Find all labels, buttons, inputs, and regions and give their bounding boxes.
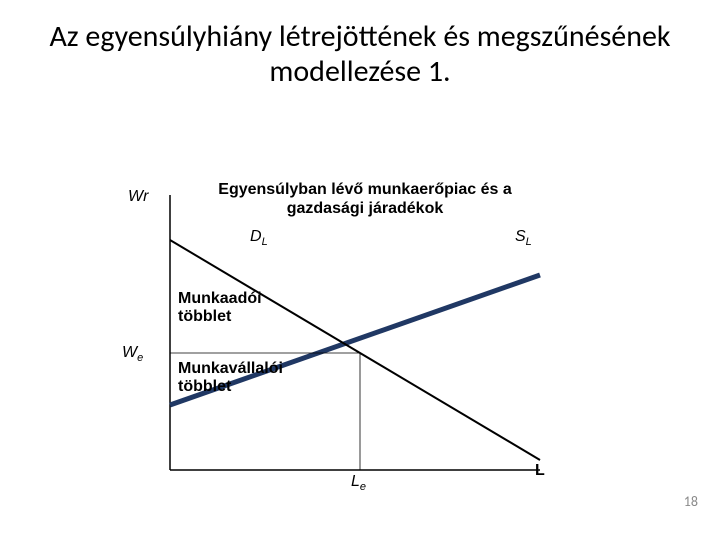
demand-label-sub: L <box>262 236 268 248</box>
slide-title: Az egyensúlyhiány létrejöttének és megsz… <box>0 20 720 89</box>
demand-label: DL <box>250 228 268 248</box>
eq-x-label-sub: e <box>360 481 366 493</box>
supply-label-sub: L <box>526 236 532 248</box>
demand-label-main: D <box>250 228 262 245</box>
slide: Az egyensúlyhiány létrejöttének és megsz… <box>0 0 720 540</box>
y-axis-label-text: Wr <box>128 188 148 205</box>
supply-label: SL <box>515 228 532 248</box>
chart-svg <box>120 180 550 490</box>
page-number: 18 <box>684 493 698 510</box>
eq-x-label-main: L <box>351 473 360 490</box>
lower-wedge-label: Munkavállalói többlet <box>178 360 283 397</box>
upper-wedge-label: Munkaadói többlet <box>178 290 262 327</box>
y-axis-label: Wr <box>128 188 148 206</box>
eq-y-label: We <box>122 344 143 364</box>
demand-line <box>170 240 540 460</box>
eq-x-label: Le <box>351 473 366 493</box>
eq-y-label-main: W <box>122 344 137 361</box>
x-axis-label: L <box>535 462 545 480</box>
x-axis-label-text: L <box>535 462 545 479</box>
supply-demand-chart: Egyensúlyban lévő munkaerőpiac és a gazd… <box>120 180 550 490</box>
chart-title: Egyensúlyban lévő munkaerőpiac és a gazd… <box>200 180 530 218</box>
supply-label-main: S <box>515 228 526 245</box>
eq-y-label-sub: e <box>137 352 143 364</box>
